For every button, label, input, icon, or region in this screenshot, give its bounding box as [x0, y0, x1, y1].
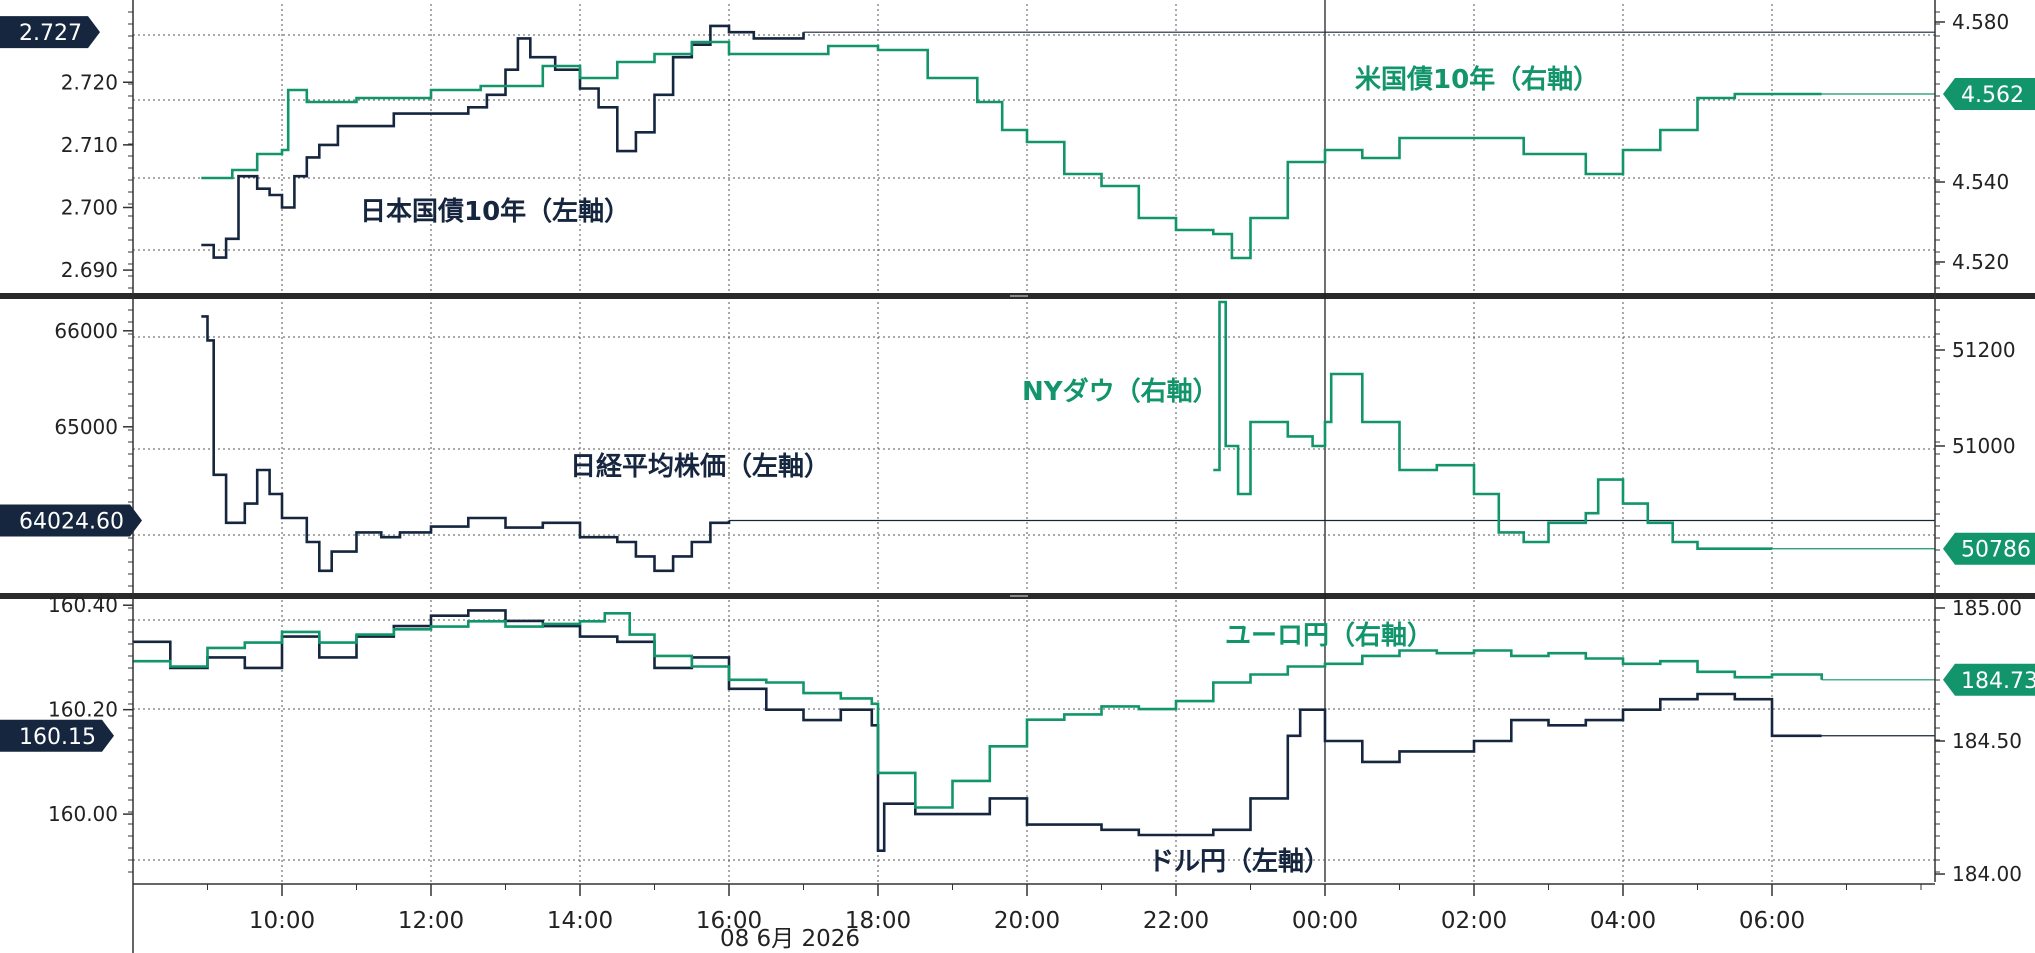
- x-tick-label: 02:00: [1441, 908, 1507, 934]
- series-name-label: 米国債10年（右軸）: [1355, 64, 1599, 95]
- chart-axes: 2.690 2.700 2.710 2.720 4.520 4.540 4.580 65000…: [48, 0, 2022, 953]
- x-tick-label: 16:00: [696, 908, 762, 934]
- left-series-line: [201, 315, 731, 573]
- x-tick-label: 18:00: [845, 908, 911, 934]
- chart-panels: [0, 293, 2035, 599]
- right-series-line: [133, 612, 1823, 809]
- left-tick-label: 2.700: [61, 195, 118, 219]
- x-tick-label: 12:00: [398, 908, 464, 934]
- left-tick-label: 2.720: [61, 70, 118, 94]
- x-tick-label: 20:00: [994, 908, 1060, 934]
- left-last-value-badge: [0, 504, 142, 537]
- left-last-value-text: 2.727: [19, 21, 82, 46]
- panel-resize-handle[interactable]: [1010, 595, 1028, 597]
- left-last-value-text: 160.15: [19, 725, 96, 750]
- left-tick-label: 2.710: [61, 133, 118, 157]
- x-tick-label: 22:00: [1143, 908, 1209, 934]
- left-tick-label: 66000: [54, 319, 118, 343]
- right-last-value-badge: [1943, 78, 2035, 110]
- right-last-value-text: 4.562: [1961, 83, 2024, 108]
- chart-series-lines: [133, 24, 1935, 852]
- right-tick-label: 51000: [1952, 434, 2016, 458]
- panel-resize-handle[interactable]: [1010, 295, 1028, 297]
- left-last-value-text: 64024.60: [19, 509, 124, 534]
- right-tick-label: 185.00: [1952, 596, 2022, 620]
- right-tick-label: 51200: [1952, 338, 2016, 362]
- x-date-label: 08 6月 2026: [720, 926, 860, 952]
- left-tick-label: 65000: [54, 415, 118, 439]
- x-tick-label: 04:00: [1590, 908, 1656, 934]
- series-name-label: 日経平均株価（左軸）: [570, 451, 830, 482]
- chart-gridlines: [133, 0, 1935, 882]
- right-last-value-badge: [1943, 532, 2035, 565]
- series-name-label: NYダウ（右軸）: [1022, 376, 1219, 407]
- right-last-value-text: 184.73: [1961, 669, 2035, 694]
- x-tick-label: 06:00: [1739, 908, 1805, 934]
- right-series-line: [1213, 300, 1772, 550]
- right-last-value-badge: [1943, 663, 2035, 696]
- left-tick-label: 160.40: [48, 593, 118, 617]
- series-name-label: 日本国債10年（左軸）: [360, 196, 630, 227]
- right-tick-label: 4.520: [1952, 250, 2009, 274]
- x-tick-label: 14:00: [547, 908, 613, 934]
- x-tick-label: 10:00: [249, 908, 315, 934]
- left-tick-label: 2.690: [61, 258, 118, 282]
- series-name-label: ユーロ円（右軸）: [1225, 620, 1433, 651]
- left-tick-label: 160.20: [48, 698, 118, 722]
- right-tick-label: 184.00: [1952, 862, 2022, 886]
- chart-labels: 2.727 日本国債10年（左軸） 4.562 米国債10年（右軸） 64024.60 日…: [0, 16, 2035, 877]
- right-series-line: [201, 40, 1822, 260]
- x-tick-label: 00:00: [1292, 908, 1358, 934]
- left-tick-label: 160.00: [48, 802, 118, 826]
- right-tick-label: 4.540: [1952, 170, 2009, 194]
- left-series-line: [133, 609, 1822, 852]
- right-tick-label: 184.50: [1952, 729, 2022, 753]
- right-tick-label: 4.580: [1952, 10, 2009, 34]
- series-name-label: ドル円（左軸）: [1148, 846, 1330, 877]
- left-last-value-badge: [0, 719, 114, 752]
- left-last-value-badge: [0, 16, 100, 49]
- right-last-value-text: 50786: [1961, 538, 2031, 563]
